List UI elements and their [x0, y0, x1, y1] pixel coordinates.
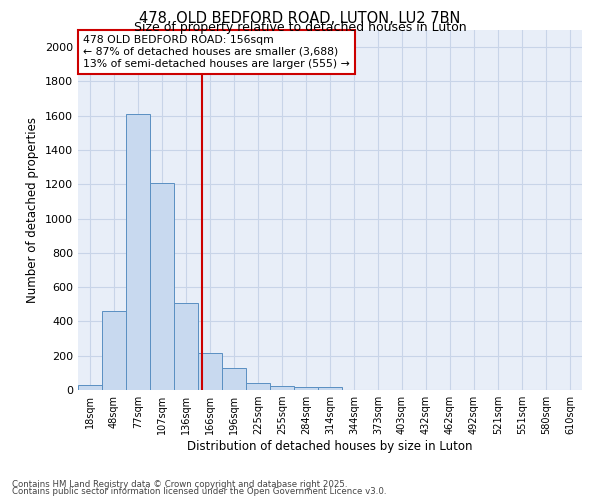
- Text: 478, OLD BEDFORD ROAD, LUTON, LU2 7BN: 478, OLD BEDFORD ROAD, LUTON, LU2 7BN: [139, 11, 461, 26]
- Bar: [198, 353, 222, 390]
- Bar: [150, 182, 174, 390]
- Text: Contains public sector information licensed under the Open Government Licence v3: Contains public sector information licen…: [12, 487, 386, 496]
- Text: 478 OLD BEDFORD ROAD: 156sqm
← 87% of detached houses are smaller (3,688)
13% of: 478 OLD BEDFORD ROAD: 156sqm ← 87% of de…: [83, 36, 350, 68]
- Text: Size of property relative to detached houses in Luton: Size of property relative to detached ho…: [134, 22, 466, 35]
- Y-axis label: Number of detached properties: Number of detached properties: [26, 117, 40, 303]
- Text: Contains HM Land Registry data © Crown copyright and database right 2025.: Contains HM Land Registry data © Crown c…: [12, 480, 347, 489]
- Bar: [78, 385, 102, 390]
- Bar: [102, 311, 126, 390]
- Bar: [318, 388, 342, 390]
- Bar: [294, 386, 318, 390]
- Bar: [246, 383, 270, 390]
- Bar: [174, 302, 198, 390]
- Bar: [270, 386, 294, 390]
- Bar: [126, 114, 150, 390]
- Bar: [222, 368, 246, 390]
- X-axis label: Distribution of detached houses by size in Luton: Distribution of detached houses by size …: [187, 440, 473, 453]
